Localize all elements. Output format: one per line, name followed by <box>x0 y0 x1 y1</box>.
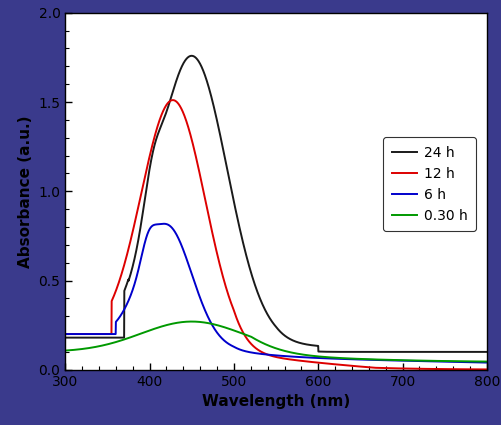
6 h <box>256 351 262 356</box>
12 h <box>62 332 68 337</box>
24 h <box>62 335 68 340</box>
6 h <box>267 352 273 357</box>
12 h <box>394 366 400 371</box>
12 h <box>471 367 477 372</box>
6 h <box>471 360 477 365</box>
24 h <box>483 349 489 354</box>
6 h <box>483 360 489 365</box>
24 h <box>471 349 477 354</box>
0.30 h <box>188 319 194 324</box>
X-axis label: Wavelength (nm): Wavelength (nm) <box>201 394 350 409</box>
6 h <box>160 221 166 226</box>
24 h <box>188 53 194 58</box>
12 h <box>483 367 489 372</box>
Y-axis label: Absorbance (a.u.): Absorbance (a.u.) <box>18 115 33 267</box>
Line: 6 h: 6 h <box>65 224 486 363</box>
Legend: 24 h, 12 h, 6 h, 0.30 h: 24 h, 12 h, 6 h, 0.30 h <box>383 137 475 231</box>
0.30 h <box>394 357 400 363</box>
24 h <box>267 317 273 322</box>
24 h <box>84 335 90 340</box>
24 h <box>471 349 477 354</box>
0.30 h <box>256 339 262 344</box>
12 h <box>169 98 175 103</box>
Line: 24 h: 24 h <box>65 56 486 352</box>
0.30 h <box>483 359 489 364</box>
12 h <box>267 353 273 358</box>
6 h <box>394 358 400 363</box>
Line: 0.30 h: 0.30 h <box>65 322 486 362</box>
12 h <box>84 332 90 337</box>
24 h <box>394 349 400 354</box>
Line: 12 h: 12 h <box>65 100 486 369</box>
0.30 h <box>62 348 68 353</box>
12 h <box>256 348 262 353</box>
6 h <box>84 332 90 337</box>
0.30 h <box>84 346 90 351</box>
6 h <box>471 360 477 365</box>
24 h <box>256 295 262 300</box>
0.30 h <box>471 359 477 364</box>
12 h <box>471 367 477 372</box>
0.30 h <box>471 359 477 364</box>
6 h <box>62 332 68 337</box>
0.30 h <box>267 344 273 349</box>
